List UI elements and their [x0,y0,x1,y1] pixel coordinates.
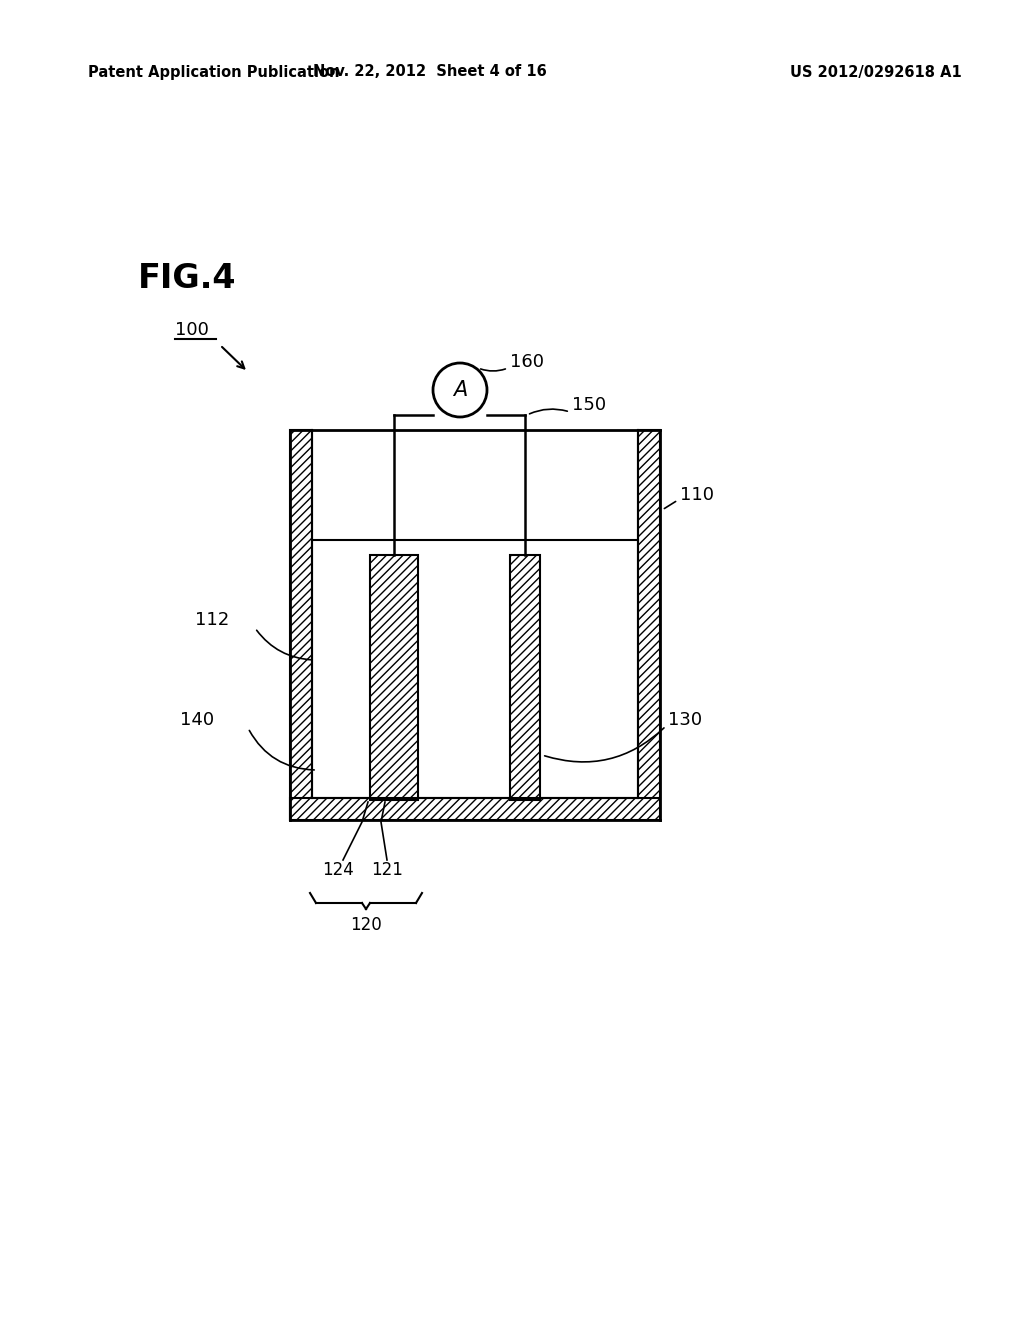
Bar [510,554,540,800]
Bar [638,430,660,820]
Text: 120: 120 [350,916,382,935]
Text: 112: 112 [195,611,229,630]
Text: 150: 150 [572,396,606,414]
Circle shape [433,363,487,417]
Text: US 2012/0292618 A1: US 2012/0292618 A1 [790,65,962,79]
Bar [290,430,312,820]
Text: Nov. 22, 2012  Sheet 4 of 16: Nov. 22, 2012 Sheet 4 of 16 [313,65,547,79]
Text: 160: 160 [510,352,544,371]
Text: FIG.4: FIG.4 [138,261,237,294]
Bar [370,554,418,800]
Text: Patent Application Publication: Patent Application Publication [88,65,340,79]
Text: 100: 100 [175,321,209,339]
Bar [290,799,660,820]
Text: 110: 110 [680,486,714,504]
Text: 130: 130 [668,711,702,729]
Text: A: A [453,380,467,400]
Text: 124: 124 [323,861,354,879]
Text: 140: 140 [180,711,214,729]
Text: 121: 121 [371,861,402,879]
